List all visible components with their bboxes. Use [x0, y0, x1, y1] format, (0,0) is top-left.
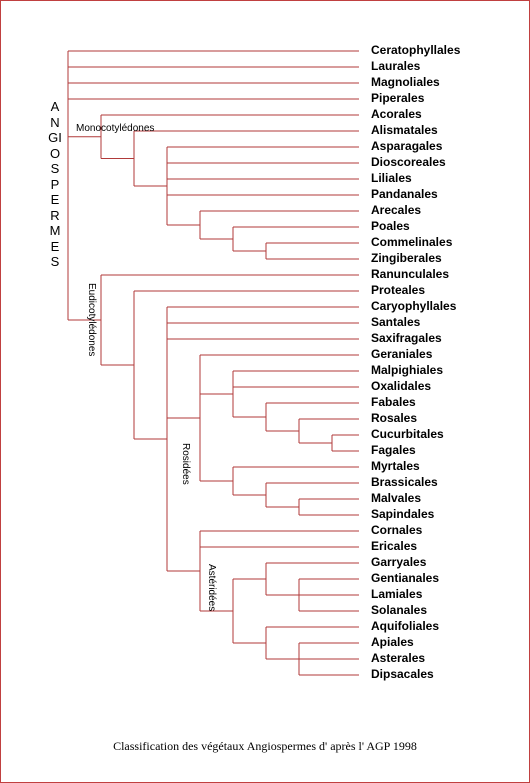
leaf-label: Solanales — [371, 603, 427, 617]
leaf-label: Acorales — [371, 107, 422, 121]
leaf-label: Commelinales — [371, 235, 453, 249]
leaf-label: Laurales — [371, 59, 421, 73]
leaf-label: Dipsacales — [371, 667, 434, 681]
leaf-label: Lamiales — [371, 587, 423, 601]
leaf-label: Ranunculales — [371, 267, 449, 281]
leaf-label: Geraniales — [371, 347, 433, 361]
clade-label: Rosidées — [180, 443, 191, 485]
leaf-label: Saxifragales — [371, 331, 442, 345]
leaf-label: Alismatales — [371, 123, 438, 137]
leaf-label: Poales — [371, 219, 410, 233]
leaf-label: Asterales — [371, 651, 425, 665]
leaf-label: Myrtales — [371, 459, 420, 473]
leaf-label: Sapindales — [371, 507, 435, 521]
leaf-label: Garryales — [371, 555, 427, 569]
leaf-label: Fabales — [371, 395, 416, 409]
leaf-label: Arecales — [371, 203, 421, 217]
leaf-label: Cucurbitales — [371, 427, 444, 441]
leaf-label: Caryophyllales — [371, 299, 457, 313]
leaf-label: Liliales — [371, 171, 412, 185]
leaf-label: Malpighiales — [371, 363, 443, 377]
leaf-label: Pandanales — [371, 187, 438, 201]
leaf-label: Brassicales — [371, 475, 438, 489]
caption: Classification des végétaux Angiospermes… — [113, 739, 417, 753]
leaf-label: Magnoliales — [371, 75, 440, 89]
leaf-label: Cornales — [371, 523, 423, 537]
leaf-label: Santales — [371, 315, 421, 329]
leaf-label: Fagales — [371, 443, 416, 457]
leaf-label: Apiales — [371, 635, 414, 649]
leaf-label: Ericales — [371, 539, 417, 553]
clade-label: Eudicotylédones — [86, 283, 97, 357]
clade-label: Astéridées — [206, 564, 217, 612]
leaf-label: Zingiberales — [371, 251, 442, 265]
leaf-label: Rosales — [371, 411, 417, 425]
leaf-label: Gentianales — [371, 571, 439, 585]
group-title: ANGIOSPERMES — [48, 99, 62, 269]
clade-label: Monocotylédones — [76, 123, 155, 134]
leaf-label: Proteales — [371, 283, 425, 297]
leaf-label: Oxalidales — [371, 379, 431, 393]
leaf-label: Ceratophyllales — [371, 43, 461, 57]
leaf-label: Dioscoreales — [371, 155, 446, 169]
leaf-label: Piperales — [371, 91, 425, 105]
leaf-label: Asparagales — [371, 139, 443, 153]
leaf-label: Aquifoliales — [371, 619, 439, 633]
leaf-label: Malvales — [371, 491, 421, 505]
